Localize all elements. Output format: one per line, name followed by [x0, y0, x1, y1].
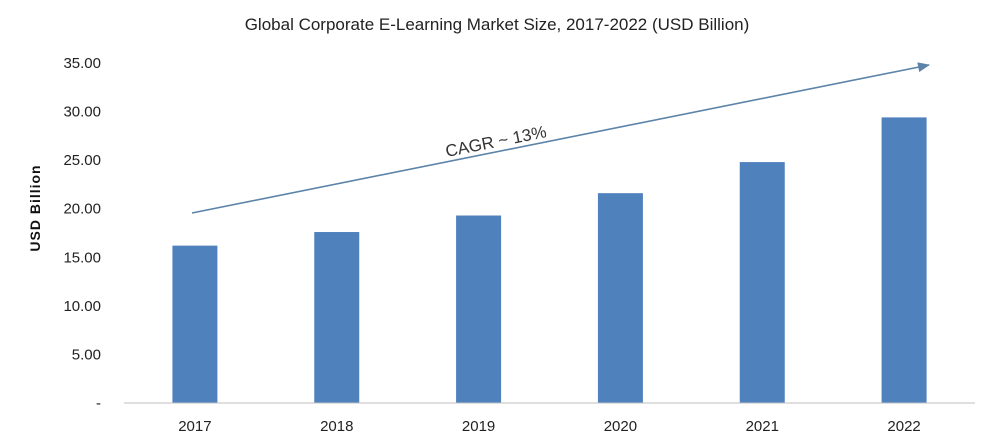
- y-tick-label: 35.00: [63, 55, 101, 72]
- y-tick-label: 10.00: [63, 298, 101, 315]
- x-tick-label: 2019: [462, 418, 495, 435]
- bar-2021: [739, 162, 785, 403]
- x-tick-label: 2022: [887, 418, 920, 435]
- cagr-trend-arrow: [191, 62, 930, 214]
- x-tick-label: 2020: [604, 418, 637, 435]
- y-tick-label: -: [96, 395, 101, 412]
- y-tick-label: 15.00: [63, 249, 101, 266]
- x-tick-label: 2017: [178, 418, 211, 435]
- chart-title: Global Corporate E-Learning Market Size,…: [245, 15, 750, 34]
- x-tick-label: 2021: [746, 418, 779, 435]
- y-tick-label: 25.00: [63, 152, 101, 169]
- y-tick-label: 20.00: [63, 201, 101, 218]
- y-axis-label: USD Billion: [27, 164, 43, 251]
- bar-2022: [881, 117, 927, 404]
- bar-2019: [456, 215, 502, 403]
- x-tick-label: 2018: [320, 418, 353, 435]
- y-tick-label: 5.00: [72, 346, 101, 363]
- bar-2018: [314, 232, 360, 403]
- y-tick-label: 30.00: [63, 104, 101, 121]
- bar-2017: [172, 245, 218, 403]
- bar-2020: [597, 193, 643, 403]
- cagr-annotation: CAGR ~ 13%: [444, 122, 548, 161]
